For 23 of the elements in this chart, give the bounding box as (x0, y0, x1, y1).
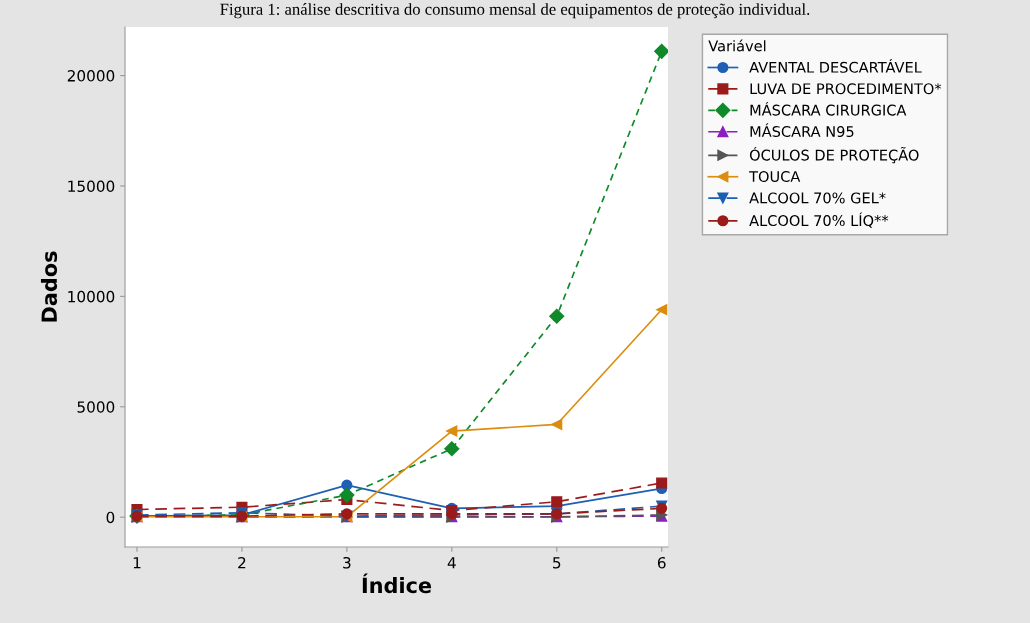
x-tick-label: 4 (447, 557, 456, 569)
y-tick-label: 0 (106, 511, 115, 524)
x-tick-label: 1 (133, 557, 141, 569)
legend-label: TOUCA (749, 171, 801, 183)
x-tick-label: 5 (553, 557, 561, 569)
legend-label: ÓCULOS DE PROTEÇÃO (749, 146, 919, 164)
y-tick-label: 5000 (77, 401, 115, 413)
x-tick-label: 3 (343, 556, 351, 569)
legend-label: AVENTAL DESCARTÁVEL (749, 59, 922, 73)
legend-label: LUVA DE PROCEDIMENTO* (750, 83, 942, 95)
legend-label: ALCOOL 70% GEL* (749, 192, 886, 204)
y-axis-title: Dados (40, 251, 58, 322)
legend-label: MÁSCARA N95 (750, 123, 854, 138)
y-tick-label: 20000 (67, 70, 115, 82)
legend-label: MÁSCARA CIRURGICA (750, 101, 907, 116)
legend-title: Variável (708, 39, 766, 52)
x-axis-title: Índice (362, 573, 432, 594)
y-tick-label: 15000 (68, 180, 115, 192)
y-tick-label: 10000 (68, 290, 115, 303)
legend-label: ALCOOL 70% LÍQ** (749, 212, 889, 228)
x-tick-label: 2 (238, 556, 246, 569)
chart-title: Figura 1: análise descritiva do consumo mensal de equipamentos de proteção individual. (220, 3, 810, 19)
x-tick-label: 6 (657, 556, 666, 569)
